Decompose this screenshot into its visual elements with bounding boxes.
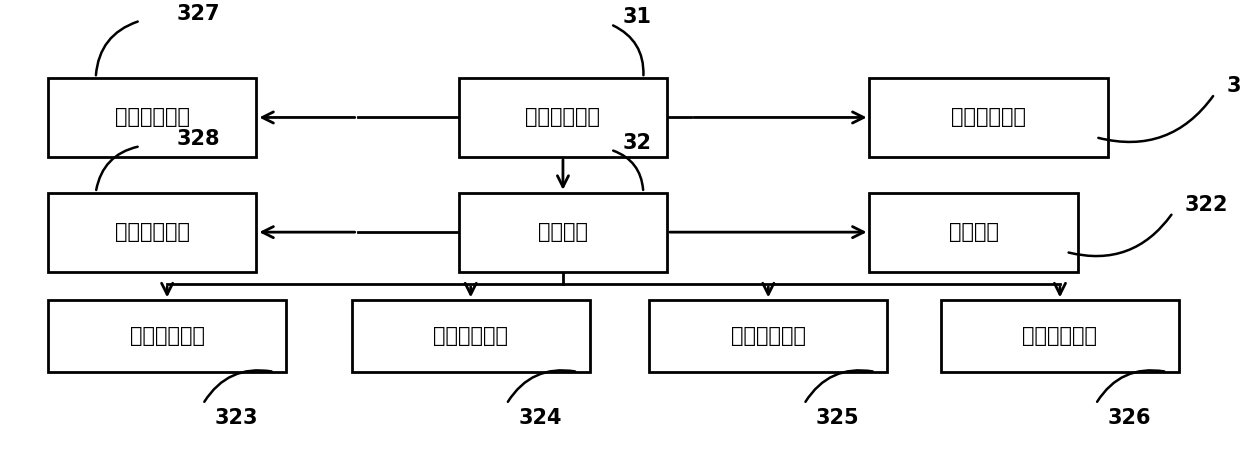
- Text: 第二回滚单元: 第二回滚单元: [115, 222, 190, 242]
- Text: 第一回滚单元: 第一回滚单元: [115, 107, 190, 128]
- Text: 328: 328: [176, 129, 219, 149]
- Text: 查找单元: 查找单元: [949, 222, 998, 242]
- Text: 第三识别单元: 第三识别单元: [730, 326, 806, 346]
- Text: 322: 322: [1185, 194, 1229, 215]
- Text: 323: 323: [215, 408, 258, 428]
- Bar: [352, 300, 590, 372]
- Bar: [459, 193, 667, 272]
- Text: 32: 32: [622, 133, 651, 152]
- Text: 327: 327: [176, 4, 219, 23]
- Text: 326: 326: [1107, 408, 1151, 428]
- Bar: [48, 193, 257, 272]
- Text: 第二识别单元: 第二识别单元: [130, 326, 205, 346]
- Text: 325: 325: [816, 408, 859, 428]
- Bar: [459, 78, 667, 157]
- Text: 31: 31: [622, 7, 651, 27]
- Bar: [869, 193, 1078, 272]
- Bar: [941, 300, 1179, 372]
- Bar: [48, 78, 257, 157]
- Bar: [650, 300, 888, 372]
- Text: 第一接收模块: 第一接收模块: [526, 107, 600, 128]
- Text: 第二应答单元: 第二应答单元: [1023, 326, 1097, 346]
- Text: 第一识别单元: 第一识别单元: [951, 107, 1025, 128]
- Text: 应答模块: 应答模块: [538, 222, 588, 242]
- Bar: [869, 78, 1107, 157]
- Text: 321: 321: [1226, 76, 1240, 96]
- Text: 第一应答单元: 第一应答单元: [433, 326, 508, 346]
- Bar: [48, 300, 286, 372]
- Text: 324: 324: [518, 408, 562, 428]
